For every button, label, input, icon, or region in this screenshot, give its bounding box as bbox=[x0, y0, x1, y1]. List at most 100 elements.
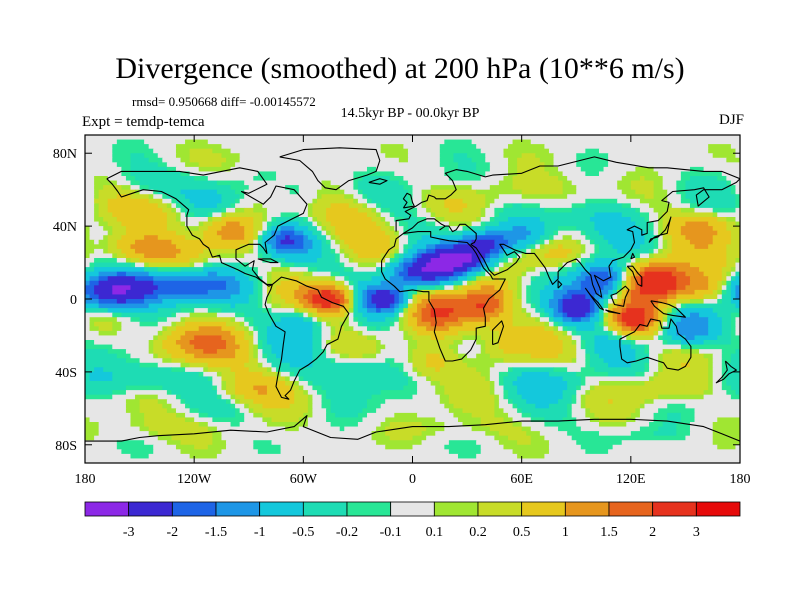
field-cell bbox=[626, 258, 632, 264]
field-cell bbox=[689, 166, 705, 173]
field-cell bbox=[430, 381, 441, 387]
field-cell bbox=[89, 317, 118, 323]
field-cell bbox=[608, 294, 614, 300]
field-cell bbox=[385, 221, 391, 227]
field-cell bbox=[112, 148, 154, 154]
field-cell bbox=[726, 390, 737, 396]
field-cell bbox=[362, 203, 368, 209]
field-cell bbox=[216, 390, 227, 396]
field-cell bbox=[89, 321, 95, 327]
field-cell bbox=[153, 349, 168, 355]
field-cell bbox=[94, 435, 159, 441]
field-cell bbox=[667, 230, 682, 236]
field-cell bbox=[489, 381, 495, 387]
field-cell bbox=[721, 367, 727, 373]
coastline bbox=[264, 276, 350, 400]
field-cell bbox=[185, 207, 223, 214]
field-cell bbox=[407, 371, 418, 378]
field-cell bbox=[271, 258, 286, 264]
field-cell bbox=[135, 394, 159, 400]
field-cell bbox=[194, 308, 209, 314]
field-cell bbox=[649, 221, 655, 227]
field-cell bbox=[321, 340, 327, 346]
field-cell bbox=[376, 166, 445, 173]
field-cell bbox=[312, 340, 323, 346]
field-cell bbox=[421, 299, 432, 305]
field-cell bbox=[253, 326, 259, 332]
field-cell bbox=[521, 408, 568, 414]
field-cell bbox=[653, 207, 668, 214]
field-cell bbox=[166, 317, 182, 323]
field-cell bbox=[594, 294, 605, 300]
field-cell bbox=[508, 412, 523, 419]
field-cell bbox=[598, 248, 618, 255]
field-cell bbox=[539, 203, 573, 209]
coastline bbox=[619, 318, 692, 371]
field-cell bbox=[612, 303, 618, 309]
field-cell bbox=[649, 203, 673, 209]
field-cell bbox=[303, 239, 314, 245]
field-cell bbox=[403, 276, 423, 282]
field-cell bbox=[257, 340, 263, 346]
field-cell bbox=[357, 189, 364, 195]
field-cell bbox=[303, 294, 314, 300]
field-cell bbox=[498, 194, 523, 200]
field-cell bbox=[667, 226, 682, 232]
field-cell bbox=[175, 198, 191, 204]
field-cell bbox=[644, 344, 650, 350]
field-cell bbox=[85, 453, 132, 460]
field-cell bbox=[658, 408, 696, 414]
field-cell bbox=[726, 280, 732, 286]
field-cell bbox=[426, 203, 445, 209]
colorbar-swatch bbox=[259, 501, 304, 517]
field-cell bbox=[98, 326, 113, 332]
field-cell bbox=[330, 248, 336, 255]
field-cell bbox=[330, 422, 359, 428]
field-cell bbox=[321, 385, 404, 391]
field-cell bbox=[321, 344, 332, 350]
field-cell bbox=[417, 371, 423, 378]
field-cell bbox=[558, 303, 564, 309]
field-cell bbox=[139, 180, 218, 186]
field-cell bbox=[699, 349, 723, 355]
field-cell bbox=[544, 285, 564, 291]
field-cell bbox=[585, 340, 596, 346]
field-cell bbox=[421, 422, 445, 428]
field-cell bbox=[298, 185, 323, 191]
field-cell bbox=[376, 221, 386, 227]
coastline bbox=[492, 320, 505, 346]
field-cell bbox=[244, 235, 254, 241]
field-cell bbox=[248, 367, 268, 373]
field-cell bbox=[403, 244, 409, 250]
field-cell bbox=[180, 157, 191, 163]
field-cell bbox=[157, 308, 182, 314]
field-cell bbox=[539, 312, 546, 318]
field-cell bbox=[394, 230, 400, 236]
field-cell bbox=[548, 444, 582, 450]
field-cell bbox=[594, 344, 632, 350]
field-cell bbox=[712, 226, 727, 232]
field-cell bbox=[608, 280, 614, 286]
field-cell bbox=[689, 203, 700, 209]
field-cell bbox=[694, 408, 740, 414]
field-cell bbox=[121, 312, 173, 318]
coastline bbox=[584, 287, 605, 311]
field-cell bbox=[98, 194, 118, 200]
field-cell bbox=[653, 412, 668, 419]
field-cell bbox=[626, 289, 632, 296]
field-cell bbox=[207, 289, 241, 296]
field-cell bbox=[617, 185, 632, 191]
colorbar-swatch bbox=[564, 501, 610, 517]
field-cell bbox=[212, 431, 223, 437]
field-cell bbox=[553, 317, 564, 323]
field-cell bbox=[649, 262, 691, 268]
field-cell bbox=[307, 312, 314, 318]
field-cell bbox=[407, 207, 418, 214]
field-cell bbox=[485, 431, 500, 437]
field-cell bbox=[662, 176, 682, 182]
field-cell bbox=[644, 267, 677, 273]
field-cell bbox=[94, 185, 104, 191]
season-label: DJF bbox=[718, 112, 744, 128]
field-cell bbox=[244, 230, 254, 236]
